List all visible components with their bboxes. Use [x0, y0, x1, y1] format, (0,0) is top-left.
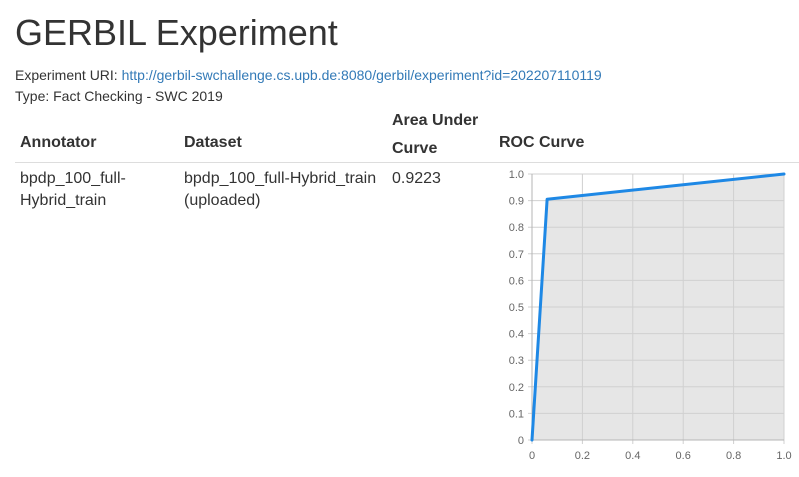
y-tick-label: 0.1 — [509, 408, 524, 420]
auc-header-line2: Curve — [392, 140, 438, 157]
experiment-uri-link[interactable]: http://gerbil-swchallenge.cs.upb.de:8080… — [121, 67, 602, 83]
x-tick-label: 0.8 — [726, 450, 741, 462]
auc-value-cell: 0.9223 — [392, 170, 441, 187]
page-title: GERBIL Experiment — [15, 12, 338, 53]
x-tick-label: 0.4 — [625, 450, 640, 462]
y-tick-label: 0.7 — [509, 249, 524, 261]
roc-curve-chart: 0 0.1 0.2 0.3 0.4 0.5 0.6 0.7 0.8 0.9 1.0 0 0.2 0.4 0.… — [509, 169, 792, 462]
roc-column-header: ROC Curve — [499, 134, 585, 151]
annotator-column-header: Annotator — [20, 134, 97, 151]
y-tick-label: 0.3 — [509, 355, 524, 367]
experiment-uri-line: Experiment URI: http://gerbil-swchalleng… — [15, 65, 602, 85]
dataset-cell: bpdp_100_full-Hybrid_train (uploaded) — [184, 168, 376, 212]
annotator-cell: bpdp_100_full- Hybrid_train — [20, 168, 126, 212]
experiment-type: Type: Fact Checking - SWC 2019 — [15, 88, 223, 104]
experiment-uri-label: Experiment URI: — [15, 67, 118, 83]
roc-curve-line — [530, 172, 786, 442]
annotator-line1: bpdp_100_full- — [20, 170, 126, 187]
dataset-line2: (uploaded) — [184, 192, 261, 209]
x-tick-label: 0.6 — [676, 450, 691, 462]
x-tick-label: 0.2 — [575, 450, 590, 462]
annotator-line2: Hybrid_train — [20, 192, 107, 209]
table-header-divider — [15, 162, 799, 163]
dataset-line1: bpdp_100_full-Hybrid_train — [184, 170, 377, 187]
dataset-column-header: Dataset — [184, 134, 242, 151]
x-tick-label: 1.0 — [776, 450, 791, 462]
y-tick-label: 0 — [518, 435, 524, 447]
y-tick-label: 0.5 — [509, 302, 524, 314]
y-tick-label: 1.0 — [509, 169, 524, 181]
y-tick-label: 0.9 — [509, 196, 524, 208]
y-tick-label: 0.6 — [509, 275, 524, 287]
y-tick-label: 0.8 — [509, 222, 524, 234]
auc-column-header: Area Under Curve — [392, 107, 478, 163]
y-tick-label: 0.4 — [509, 329, 524, 341]
y-tick-label: 0.2 — [509, 382, 524, 394]
x-tick-label: 0 — [529, 450, 535, 462]
auc-header-line1: Area Under — [392, 112, 479, 129]
